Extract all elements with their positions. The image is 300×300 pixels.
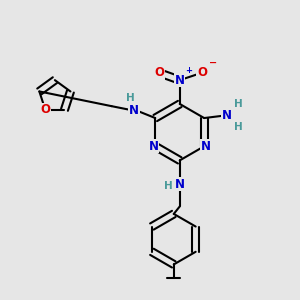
Text: +: + — [185, 66, 192, 75]
Text: N: N — [129, 104, 139, 117]
Text: N: N — [175, 178, 185, 191]
Text: −: − — [208, 57, 217, 68]
Text: H: H — [126, 93, 135, 103]
Text: H: H — [234, 99, 243, 109]
Text: O: O — [197, 66, 207, 79]
Text: O: O — [154, 66, 164, 79]
Text: N: N — [148, 140, 158, 153]
Text: N: N — [221, 109, 232, 122]
Text: N: N — [175, 74, 185, 87]
Text: N: N — [201, 140, 211, 153]
Text: O: O — [40, 103, 50, 116]
Text: H: H — [234, 122, 243, 132]
Text: H: H — [164, 181, 172, 191]
